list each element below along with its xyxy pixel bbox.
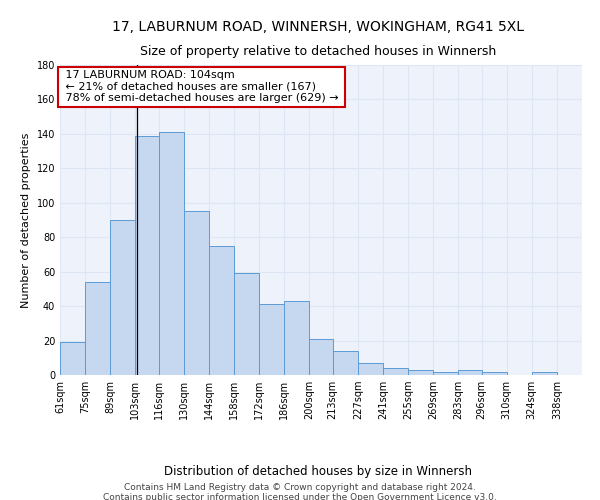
- Bar: [532, 372, 557, 375]
- Bar: [358, 363, 383, 375]
- Text: Size of property relative to detached houses in Winnersh: Size of property relative to detached ho…: [140, 45, 496, 58]
- Text: 17 LABURNUM ROAD: 104sqm
 ← 21% of detached houses are smaller (167)
 78% of sem: 17 LABURNUM ROAD: 104sqm ← 21% of detach…: [62, 70, 342, 103]
- Bar: [408, 370, 433, 375]
- Bar: [458, 370, 482, 375]
- Bar: [433, 372, 458, 375]
- Bar: [482, 372, 506, 375]
- Text: Contains HM Land Registry data © Crown copyright and database right 2024.: Contains HM Land Registry data © Crown c…: [124, 482, 476, 492]
- Bar: [85, 282, 110, 375]
- Bar: [259, 304, 284, 375]
- Y-axis label: Number of detached properties: Number of detached properties: [21, 132, 31, 308]
- Text: 17, LABURNUM ROAD, WINNERSH, WOKINGHAM, RG41 5XL: 17, LABURNUM ROAD, WINNERSH, WOKINGHAM, …: [112, 20, 524, 34]
- Bar: [60, 342, 85, 375]
- Bar: [158, 132, 184, 375]
- Bar: [209, 246, 234, 375]
- Bar: [110, 220, 136, 375]
- Bar: [310, 339, 332, 375]
- Bar: [184, 212, 209, 375]
- Bar: [284, 301, 310, 375]
- Bar: [332, 351, 358, 375]
- Bar: [136, 136, 158, 375]
- Text: Contains public sector information licensed under the Open Government Licence v3: Contains public sector information licen…: [103, 492, 497, 500]
- Bar: [383, 368, 408, 375]
- Text: Distribution of detached houses by size in Winnersh: Distribution of detached houses by size …: [164, 465, 472, 478]
- Bar: [234, 274, 259, 375]
